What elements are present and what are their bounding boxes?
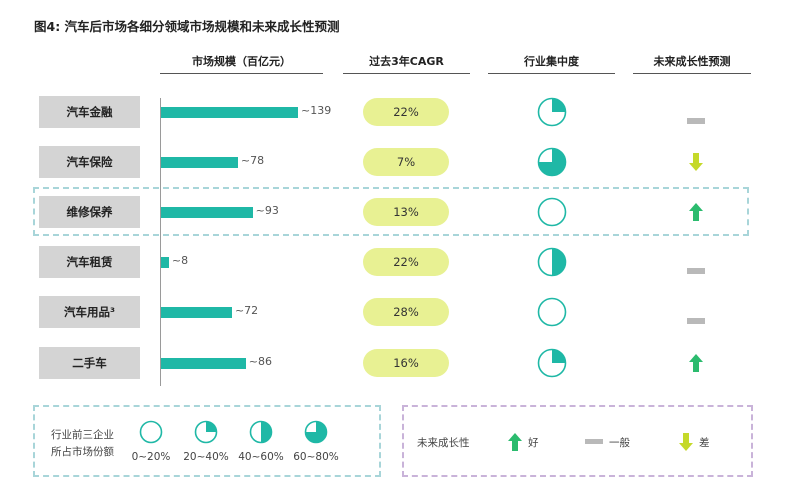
pie-icon <box>537 97 567 127</box>
legend-growth <box>402 405 753 477</box>
header-underline <box>633 73 751 74</box>
legend-growth-bad: 差 <box>699 437 710 449</box>
concentration-pie <box>537 97 567 131</box>
growth-indicator <box>687 109 705 128</box>
legend-pie <box>194 420 218 448</box>
concentration-pie <box>537 297 567 331</box>
legend-growth-neutral: 一般 <box>609 437 630 449</box>
market-size-bar <box>161 206 253 218</box>
header-underline <box>488 73 615 74</box>
arrow-down-icon <box>689 153 703 171</box>
concentration-pie <box>537 197 567 231</box>
arrow-up-icon <box>508 433 522 451</box>
header-concentration: 行业集中度 <box>524 55 579 68</box>
market-size-label: ~86 <box>248 355 272 368</box>
arrow-down-icon <box>679 433 693 451</box>
pie-icon <box>249 420 273 444</box>
header-underline <box>160 73 323 74</box>
highlight-row-frame <box>33 187 749 236</box>
growth-indicator <box>688 202 704 226</box>
pie-icon <box>304 420 328 444</box>
market-size-bar <box>161 106 298 118</box>
cagr-badge: 22% <box>363 98 449 126</box>
legend-concentration-title: 行业前三企业 <box>51 429 114 441</box>
pie-icon <box>537 297 567 327</box>
pie-icon <box>194 420 218 444</box>
pie-icon <box>537 197 567 227</box>
market-size-label: ~8 <box>171 254 189 267</box>
market-size-label: ~72 <box>234 304 259 317</box>
legend-pie-label: 60~80% <box>293 451 339 463</box>
legend-pie <box>304 420 328 448</box>
category-label: 汽车保险 <box>39 146 140 178</box>
bar-axis <box>160 98 161 386</box>
market-size-label: ~78 <box>240 154 265 167</box>
growth-indicator <box>687 259 705 278</box>
concentration-pie <box>537 247 567 281</box>
legend-growth-title: 未来成长性 <box>417 437 470 449</box>
cagr-badge: 7% <box>363 148 449 176</box>
header-cagr: 过去3年CAGR <box>369 55 444 68</box>
legend-concentration-title: 所占市场份额 <box>51 446 114 458</box>
category-label: 汽车金融 <box>39 96 140 128</box>
legend-pie-label: 40~60% <box>238 451 284 463</box>
market-size-bar <box>161 256 169 268</box>
legend-pie-label: 20~40% <box>183 451 229 463</box>
category-label: 汽车租赁 <box>39 246 140 278</box>
pie-icon <box>139 420 163 444</box>
market-size-label: ~93 <box>255 204 279 217</box>
arrow-up-icon <box>689 203 703 221</box>
cagr-badge: 13% <box>363 198 449 226</box>
category-label: 汽车用品³ <box>39 296 140 328</box>
concentration-pie <box>537 348 567 382</box>
growth-indicator <box>688 353 704 377</box>
dash-icon <box>585 439 603 444</box>
legend-pie-label: 0~20% <box>131 451 171 463</box>
market-size-bar <box>161 357 246 369</box>
dash-icon <box>687 118 705 124</box>
pie-icon <box>537 348 567 378</box>
header-underline <box>343 73 470 74</box>
concentration-pie <box>537 147 567 181</box>
legend-pie <box>139 420 163 448</box>
cagr-badge: 28% <box>363 298 449 326</box>
market-size-label: ~139 <box>301 104 332 117</box>
growth-indicator <box>687 309 705 328</box>
arrow-up-icon <box>689 354 703 372</box>
chart-title: 图4: 汽车后市场各细分领域市场规模和未来成长性预测 <box>34 19 340 34</box>
pie-icon <box>537 147 567 177</box>
cagr-badge: 16% <box>363 349 449 377</box>
dash-icon <box>687 268 705 274</box>
dash-icon <box>687 318 705 324</box>
category-label: 二手车 <box>39 347 140 379</box>
growth-indicator <box>688 152 704 176</box>
category-label: 维修保养 <box>39 196 140 228</box>
legend-growth-good: 好 <box>528 437 539 449</box>
header-market-size: 市场规模（百亿元） <box>192 55 291 68</box>
pie-icon <box>537 247 567 277</box>
cagr-badge: 22% <box>363 248 449 276</box>
legend-pie <box>249 420 273 448</box>
market-size-bar <box>161 156 238 168</box>
legend-concentration <box>33 405 381 477</box>
market-size-bar <box>161 306 232 318</box>
header-growth: 未来成长性预测 <box>653 55 731 68</box>
